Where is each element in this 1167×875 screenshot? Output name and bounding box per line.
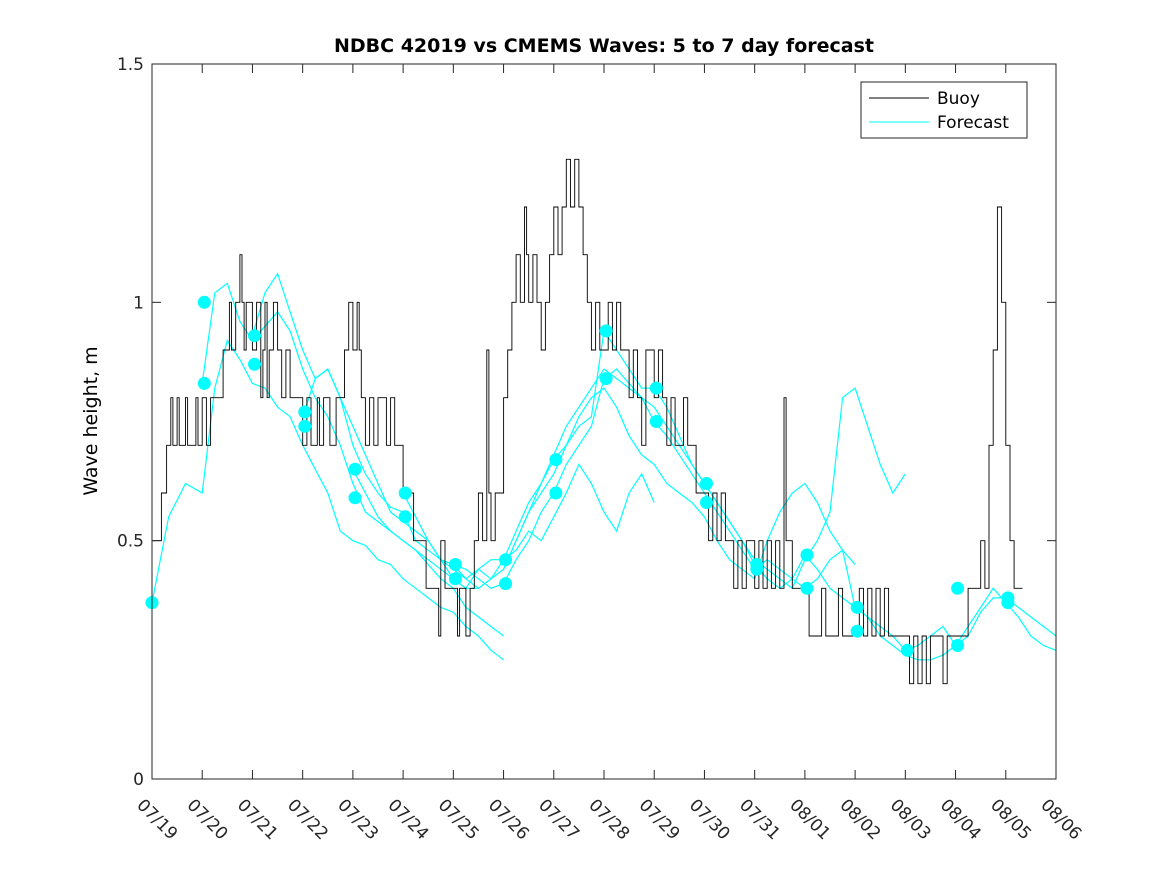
- forecast-marker: [298, 419, 312, 433]
- forecast-marker: [549, 453, 563, 467]
- plot-area: [145, 64, 1057, 779]
- forecast-marker: [348, 491, 362, 505]
- forecast-marker: [599, 372, 613, 386]
- axes-background: [152, 64, 1056, 779]
- forecast-marker: [448, 572, 462, 586]
- chart-title: NDBC 42019 vs CMEMS Waves: 5 to 7 day fo…: [334, 35, 874, 57]
- forecast-marker: [298, 405, 312, 419]
- legend-box: [860, 81, 1028, 139]
- y-axis: 0 0.5 1 1.5: [117, 55, 1056, 790]
- forecast-marker: [900, 643, 914, 657]
- forecast-marker: [850, 624, 864, 638]
- y-tick-label: 1.5: [117, 55, 144, 75]
- forecast-marker: [549, 486, 563, 500]
- forecast-marker: [248, 329, 261, 343]
- forecast-line-6: [402, 368, 1057, 652]
- y-tick-label: 0.5: [117, 532, 144, 552]
- y-axis-label: Wave height, m: [80, 346, 102, 495]
- forecast-marker: [499, 577, 513, 591]
- forecast-marker: [248, 357, 261, 371]
- buoy-line: [152, 158, 1023, 685]
- forecast-marker: [951, 581, 965, 595]
- forecast-marker: [197, 295, 211, 309]
- y-tick-label: 1: [133, 293, 144, 313]
- forecast-marker: [800, 581, 814, 595]
- forecast-marker: [649, 381, 663, 395]
- forecast-marker: [499, 553, 513, 567]
- forecast-marker: [951, 639, 965, 652]
- forecast-marker: [599, 324, 613, 338]
- forecast-marker: [398, 510, 412, 524]
- legend-forecast-label: Forecast: [937, 113, 1009, 133]
- forecast-marker: [197, 376, 211, 390]
- forecast-marker: [649, 415, 663, 428]
- forecast-marker: [850, 600, 864, 614]
- buoy-line-group: [152, 158, 1023, 685]
- y-tick-label: 0: [133, 770, 144, 790]
- forecast-marker: [800, 548, 814, 562]
- forecast-marker: [1001, 591, 1015, 605]
- legend: Buoy Forecast: [860, 81, 1028, 139]
- forecast-line-1: [151, 339, 504, 661]
- forecast-marker: [398, 486, 412, 500]
- legend-buoy-label: Buoy: [937, 89, 980, 109]
- forecast-marker: [448, 558, 462, 571]
- forecast-marker: [700, 496, 713, 509]
- forecast-marker: [700, 477, 713, 490]
- forecast-marker: [348, 462, 362, 476]
- forecast-marker: [750, 558, 764, 571]
